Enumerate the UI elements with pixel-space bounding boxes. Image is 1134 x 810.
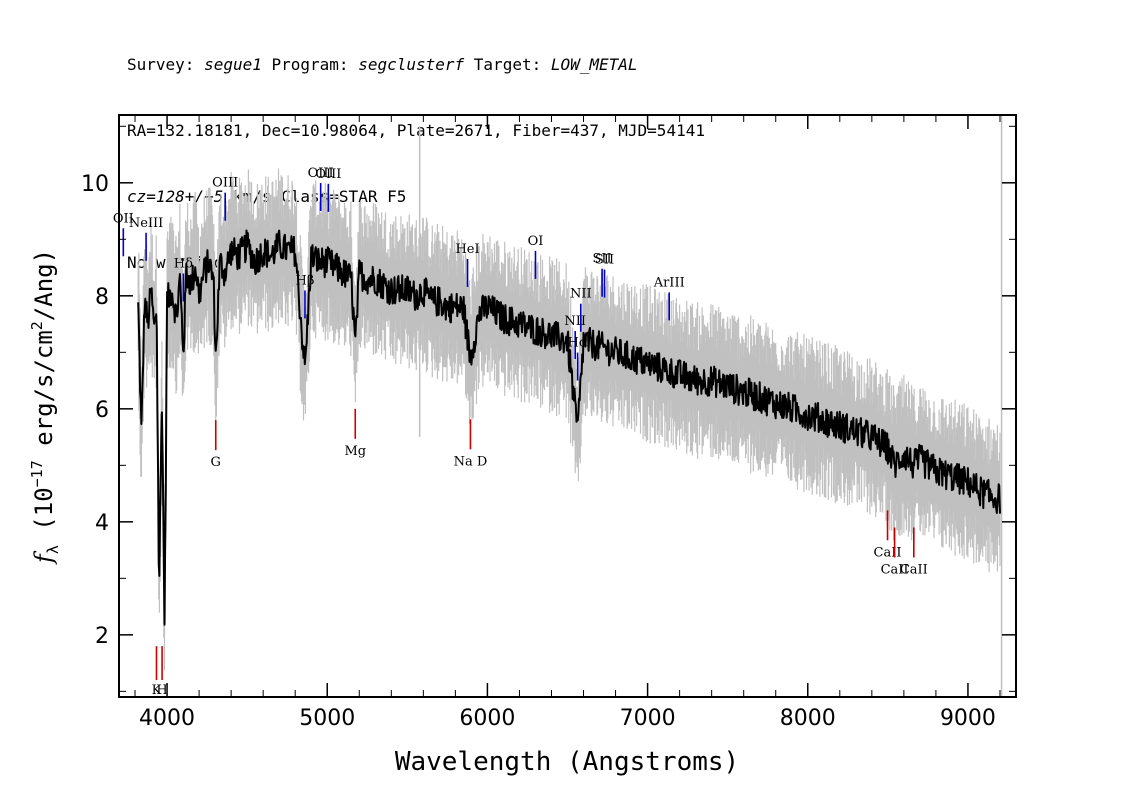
y-label-exp2: 2 (28, 321, 46, 330)
line-marker-neiii: NeIII (129, 216, 163, 261)
line-marker-na-d: Na D (454, 419, 488, 469)
survey-name: segue1 (204, 55, 262, 74)
y-label-sub: λ (44, 545, 62, 554)
line-marker-label: Mg (344, 444, 366, 459)
flux-layer (137, 229, 1001, 626)
line-marker-oiii: OIII (315, 167, 341, 212)
line-marker-label: NeIII (129, 216, 163, 231)
y-tick-label: 4 (95, 511, 109, 536)
line-marker-label: H (156, 683, 167, 698)
line-marker-h-: Hδ (174, 256, 193, 302)
y-axis-label: fλ (10−17 erg/s/cm2/Ang) (28, 249, 62, 565)
y-tick-label: 8 (95, 285, 109, 310)
line-marker-caii: CaII (900, 527, 928, 577)
line-marker-g: G (211, 420, 221, 470)
line-marker-h: H (156, 646, 168, 698)
program-name: segclusterf (358, 55, 465, 74)
line-marker-k: K (152, 646, 162, 698)
x-tick-label: 8000 (780, 706, 836, 731)
line-marker-label: Hα (568, 336, 588, 351)
header-line-survey: Survey: segue1 Program: segclusterf Targ… (127, 54, 705, 76)
line-marker-label: SII (593, 252, 612, 267)
line-marker-h-: Hα (568, 336, 588, 381)
line-marker-label: SII (595, 253, 614, 268)
x-tick-label: 6000 (459, 706, 515, 731)
line-marker-nii: NII (570, 287, 592, 332)
plot-content (137, 115, 1003, 697)
line-marker-label: OIII (212, 176, 238, 191)
line-marker-label: OIII (315, 167, 341, 182)
x-tick-label: 9000 (940, 706, 996, 731)
line-marker-h-: Hβ (296, 273, 315, 319)
line-marker-oiii: OIII (212, 176, 238, 221)
line-marker-label: Na D (454, 454, 488, 469)
line-marker-label: Hβ (296, 273, 315, 288)
line-marker-label: HeI (455, 242, 479, 257)
line-marker-caii: CaII (881, 527, 909, 577)
x-tick-label: 5000 (299, 706, 355, 731)
line-marker-label: OIII (308, 166, 334, 181)
target-name: LOW_METAL (550, 55, 638, 74)
line-marker-label: NII (570, 287, 592, 302)
line-marker-oiii: OIII (308, 166, 334, 212)
line-marker-label: OI (528, 234, 544, 249)
noise-layer (137, 115, 1003, 697)
x-tick-label: 4000 (139, 706, 195, 731)
axis-ticks: 4000 5000 6000 7000 8000 9000 2 4 6 8 10 (81, 115, 1016, 731)
line-marker-label: K (152, 683, 162, 698)
line-marker-label: CaII (874, 545, 902, 560)
line-marker-label: G (211, 455, 221, 470)
survey-prefix: Survey: (127, 55, 205, 74)
line-marker-hei: HeI (455, 242, 480, 288)
program-prefix: Program: (261, 55, 359, 74)
x-axis-label: Wavelength (Angstroms) (395, 747, 739, 777)
line-markers: OIINeIIIHδOIIIHβOIIIOIIIHeIOINIIHαNIISII… (113, 166, 928, 698)
line-marker-oi: OI (528, 234, 544, 279)
line-marker-label: CaII (881, 562, 909, 577)
y-label-unit: erg/s/cm (30, 330, 58, 460)
y-tick-label: 6 (95, 398, 109, 423)
line-marker-label: NII (564, 314, 586, 329)
y-label-suffix: /Ang) (30, 249, 58, 321)
y-label-mid: (10 (30, 487, 58, 545)
redshift-value: cz=128+/−5 (127, 187, 224, 206)
line-marker-sii: SII (593, 252, 612, 297)
y-tick-label: 10 (81, 172, 109, 197)
plot-frame (118, 114, 1017, 698)
line-marker-sii: SII (595, 253, 614, 298)
line-marker-label: ArIII (653, 275, 685, 290)
line-marker-label: CaII (900, 562, 928, 577)
flux-line (137, 229, 1001, 626)
line-marker-label: Hδ (174, 256, 193, 271)
line-marker-mg: Mg (344, 408, 366, 459)
target-prefix: Target: (464, 55, 551, 74)
line-marker-ariii: ArIII (653, 275, 685, 321)
y-tick-label: 2 (95, 624, 109, 649)
x-tick-label: 7000 (620, 706, 676, 731)
y-label-exp1: −17 (28, 460, 46, 487)
header-line-coordinates: RA=132.18181, Dec=10.98064, Plate=2671, … (127, 121, 705, 140)
